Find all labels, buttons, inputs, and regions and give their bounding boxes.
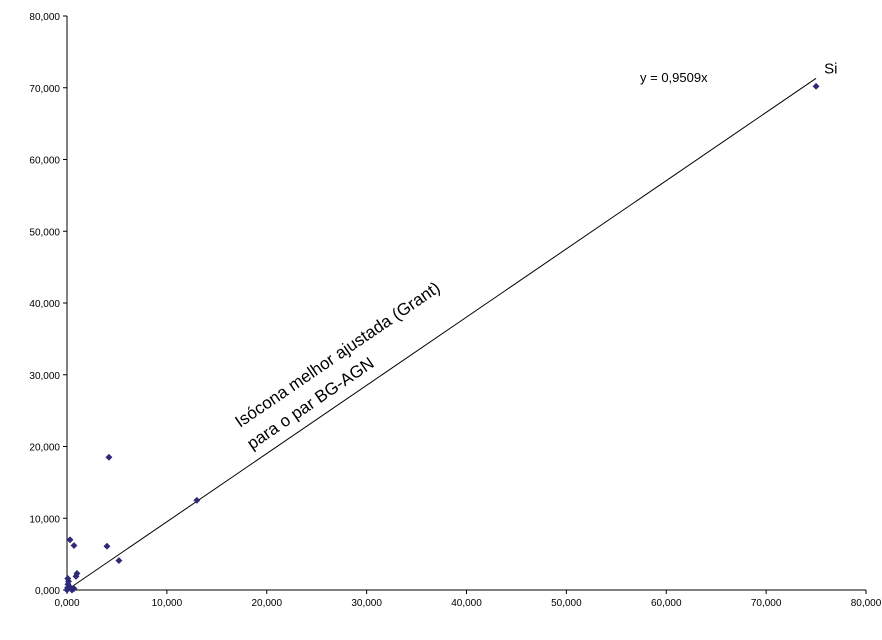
x-tick-label: 80,000 (851, 598, 882, 609)
x-tick-label: 30,000 (351, 598, 382, 609)
data-point (70, 585, 78, 593)
x-tick-label: 60,000 (651, 598, 682, 609)
y-tick-label: 40,000 (29, 299, 60, 310)
x-tick-label: 70,000 (751, 598, 782, 609)
x-tick-label: 10,000 (152, 598, 183, 609)
y-tick-label: 50,000 (29, 227, 60, 238)
axes (66, 16, 866, 591)
data-points (63, 82, 820, 594)
y-tick-label: 0,000 (35, 586, 60, 597)
y-tick-label: 30,000 (29, 371, 60, 382)
y-tick-label: 10,000 (29, 514, 60, 525)
ticks: 0,000 10,000 20,000 30,000 40,000 50,000 60,00… (29, 12, 881, 609)
y-tick-label: 80,000 (29, 12, 60, 23)
y-tick-label: 70,000 (29, 84, 60, 95)
data-point (70, 541, 78, 550)
data-point (73, 569, 81, 578)
trendline (66, 77, 817, 591)
x-tick-label: 50,000 (551, 598, 582, 609)
data-point (193, 496, 201, 504)
data-point (66, 536, 74, 544)
data-point (115, 557, 123, 565)
y-tick-label: 20,000 (29, 443, 60, 454)
x-tick-label: 0,000 (54, 598, 79, 609)
y-tick-label: 60,000 (29, 156, 60, 167)
data-point (64, 574, 72, 583)
x-tick-label: 20,000 (251, 598, 282, 609)
trendline-equation: y = 0,9509x (640, 70, 708, 85)
data-point (105, 453, 113, 461)
data-point (103, 542, 111, 550)
data-point (812, 82, 820, 90)
trendline-group (66, 77, 817, 591)
point-annotation-si: Si (824, 60, 837, 77)
annotations: y = 0,9509x Isócona melhor ajustada (Gra… (232, 60, 838, 453)
x-tick-label: 40,000 (451, 598, 482, 609)
